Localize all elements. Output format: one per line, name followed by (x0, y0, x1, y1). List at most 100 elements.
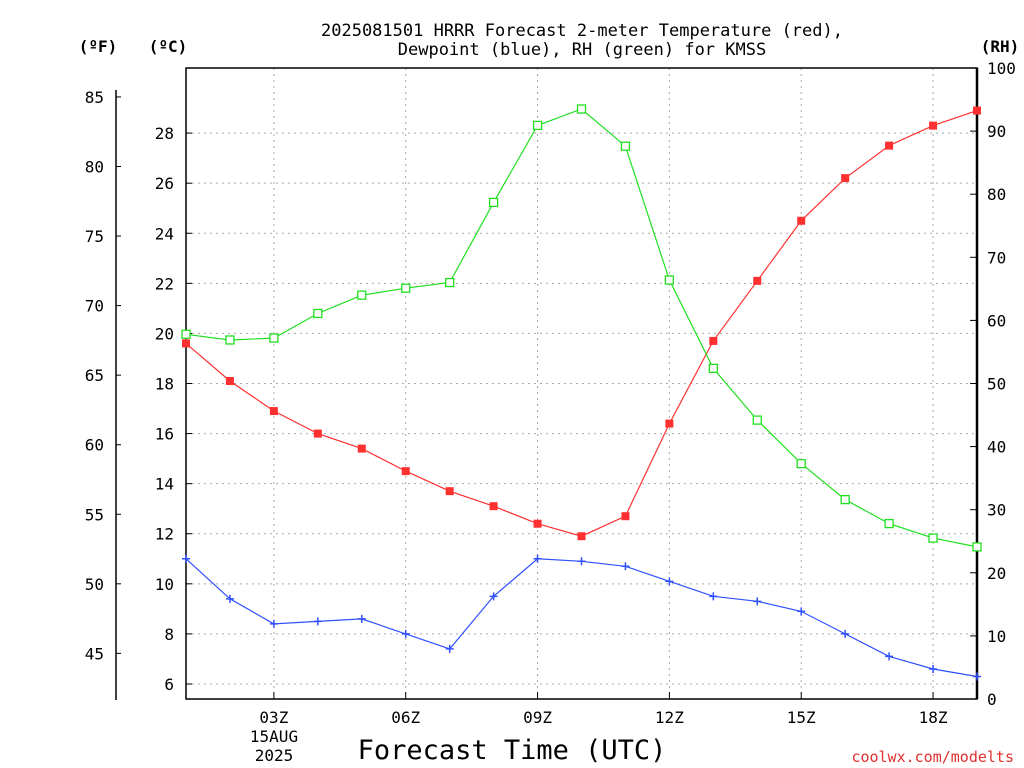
series-line-1 (185, 558, 978, 678)
celsius-unit-label: (ºC) (149, 37, 188, 56)
series-0-point (665, 419, 674, 428)
data-series (181, 104, 982, 681)
grid-lines (186, 68, 977, 699)
watermark: coolwx.com/modelts (851, 748, 1014, 766)
series-1-point (445, 644, 454, 653)
fahrenheit-tick-label: 55 (85, 505, 104, 524)
rh-tick-label: 30 (987, 501, 1006, 520)
series-line-0 (185, 110, 978, 537)
fahrenheit-tick-label: 50 (85, 575, 104, 594)
chart-title-line-1: 2025081501 HRRR Forecast 2-meter Tempera… (321, 21, 843, 41)
series-2-point (620, 141, 631, 151)
x-tick-label: 15Z (787, 708, 816, 727)
fahrenheit-unit-label: (ºF) (79, 37, 118, 56)
series-1-point (401, 629, 410, 638)
series-1-point (753, 597, 762, 606)
series-0-point (577, 532, 586, 541)
series-1-point (973, 672, 981, 681)
series-1-point (225, 594, 234, 603)
series-1-point (313, 617, 322, 626)
series-0-point (621, 512, 630, 521)
series-2-point (357, 290, 367, 300)
series-1-point (797, 607, 806, 616)
rh-tick-label: 80 (987, 185, 1006, 204)
series-1-point (841, 629, 850, 638)
series-0-point (973, 106, 981, 115)
series-0-point (445, 487, 454, 496)
series-2-point (752, 415, 762, 425)
axes: 45 50 55 60 65 70 75 80 85 6 8 10 12 14 16 18 20 22 24 26 28… (85, 59, 1016, 727)
series-0-point (929, 121, 938, 130)
rh-tick-label: 70 (987, 248, 1006, 267)
date-label-year: 2025 (255, 746, 294, 765)
series-2-point (576, 104, 587, 114)
celsius-tick-label: 6 (164, 675, 174, 694)
series-2-point (313, 308, 323, 319)
chart-title-line-2: Dewpoint (blue), RH (green) for KMSS (398, 40, 766, 60)
fahrenheit-tick-label: 70 (85, 297, 104, 316)
series-1-point (269, 619, 278, 628)
date-label-day: 15AUG (250, 727, 298, 746)
series-0-point (753, 276, 762, 285)
x-tick-label: 12Z (655, 708, 684, 727)
fahrenheit-tick-label: 60 (85, 436, 104, 455)
series-0-point (313, 429, 322, 438)
series-0-point (489, 502, 498, 511)
celsius-tick-label: 12 (155, 525, 174, 544)
series-2-point (181, 329, 191, 339)
x-tick-label: 09Z (523, 708, 552, 727)
series-2-point (972, 542, 982, 552)
series-1-point (929, 664, 938, 673)
celsius-tick-label: 14 (155, 475, 174, 494)
series-2-point (445, 277, 455, 288)
series-0-point (533, 519, 542, 528)
celsius-tick-label: 26 (155, 174, 174, 193)
series-0-point (885, 141, 894, 150)
series-0-point (841, 174, 850, 183)
x-tick-label: 18Z (919, 708, 948, 727)
series-1-point (533, 554, 542, 563)
series-1-point (357, 614, 366, 623)
fahrenheit-tick-label: 65 (85, 366, 104, 385)
series-1-point (182, 554, 190, 563)
series-0-point (269, 407, 278, 416)
rh-unit-label: (RH) (981, 37, 1020, 56)
celsius-tick-label: 28 (155, 124, 174, 143)
rh-tick-label: 10 (987, 627, 1006, 646)
series-2-point (532, 120, 543, 131)
celsius-tick-label: 22 (155, 274, 174, 293)
series-0-point (182, 339, 190, 348)
series-2-point (796, 458, 806, 469)
series-0-point (797, 216, 806, 225)
series-2-point (225, 335, 235, 345)
series-2-point (840, 494, 850, 505)
rh-tick-label: 90 (987, 122, 1006, 141)
series-0-point (357, 444, 366, 453)
rh-tick-label: 40 (987, 438, 1006, 457)
series-line-2 (185, 108, 978, 548)
celsius-tick-label: 24 (155, 224, 174, 243)
series-1-point (489, 592, 498, 601)
fahrenheit-tick-label: 85 (85, 88, 104, 107)
celsius-tick-label: 18 (155, 375, 174, 394)
series-2-point (269, 333, 279, 343)
celsius-tick-label: 10 (155, 575, 174, 594)
series-1-point (577, 557, 586, 566)
series-2-point (664, 275, 675, 285)
series-0-point (225, 376, 234, 385)
series-1-point (885, 652, 894, 661)
series-1-point (709, 592, 718, 601)
rh-tick-label: 60 (987, 311, 1006, 330)
x-tick-label: 03Z (259, 708, 288, 727)
series-0-point (709, 336, 718, 345)
fahrenheit-tick-label: 80 (85, 157, 104, 176)
celsius-tick-label: 8 (164, 625, 174, 644)
series-2-point (928, 533, 938, 543)
celsius-tick-label: 20 (155, 324, 174, 343)
x-tick-label: 06Z (391, 708, 420, 727)
celsius-tick-label: 16 (155, 425, 174, 444)
rh-tick-label: 100 (987, 59, 1016, 78)
rh-tick-label: 0 (987, 690, 997, 709)
series-2-point (401, 283, 411, 293)
